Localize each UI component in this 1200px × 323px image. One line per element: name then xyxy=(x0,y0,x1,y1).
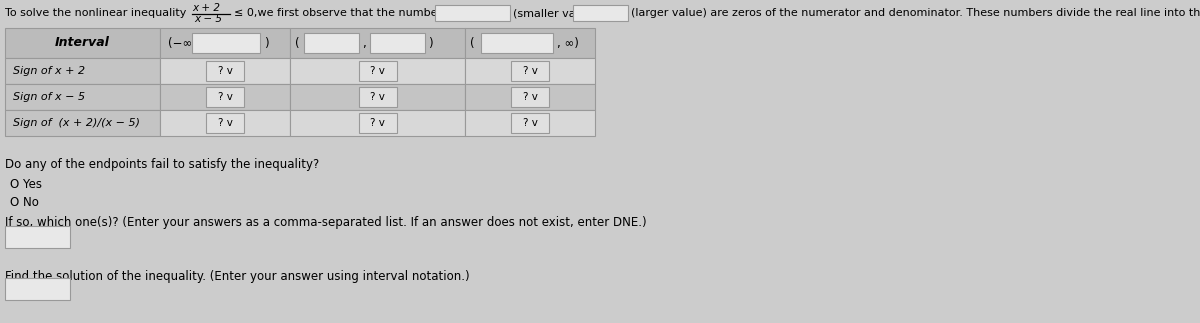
Text: ? v: ? v xyxy=(370,92,385,102)
Bar xyxy=(160,58,290,84)
Bar xyxy=(290,84,466,110)
Text: ? v: ? v xyxy=(217,92,233,102)
Text: (smaller value) and: (smaller value) and xyxy=(514,8,622,18)
Bar xyxy=(192,33,260,53)
Text: (−∞,: (−∞, xyxy=(168,36,196,49)
Bar xyxy=(290,110,466,136)
Text: (: ( xyxy=(470,36,475,49)
Bar xyxy=(160,110,290,136)
Bar xyxy=(359,87,396,107)
Bar xyxy=(466,28,595,58)
Bar xyxy=(359,61,396,81)
Text: , ∞): , ∞) xyxy=(557,36,578,49)
Bar xyxy=(436,5,510,21)
Text: ? v: ? v xyxy=(522,66,538,76)
Bar xyxy=(5,278,70,300)
Text: x − 5: x − 5 xyxy=(194,14,222,24)
Text: (larger value) are zeros of the numerator and denominator. These numbers divide : (larger value) are zeros of the numerato… xyxy=(631,8,1200,18)
Text: Interval: Interval xyxy=(55,36,110,49)
Bar xyxy=(206,113,244,133)
Text: ? v: ? v xyxy=(522,118,538,128)
Text: ): ) xyxy=(428,36,433,49)
Bar xyxy=(5,110,160,136)
Bar xyxy=(359,113,396,133)
Bar xyxy=(206,61,244,81)
Bar xyxy=(5,28,160,58)
Text: If so, which one(s)? (Enter your answers as a comma-separated list. If an answer: If so, which one(s)? (Enter your answers… xyxy=(5,216,647,229)
Text: ? v: ? v xyxy=(217,118,233,128)
Text: Sign of x − 5: Sign of x − 5 xyxy=(13,92,85,102)
Text: To solve the nonlinear inequality: To solve the nonlinear inequality xyxy=(5,8,186,18)
Bar xyxy=(511,87,550,107)
Bar xyxy=(290,28,466,58)
Text: Do any of the endpoints fail to satisfy the inequality?: Do any of the endpoints fail to satisfy … xyxy=(5,158,319,171)
Text: we first observe that the numbers: we first observe that the numbers xyxy=(254,8,448,18)
Text: ? v: ? v xyxy=(522,92,538,102)
Bar xyxy=(5,84,160,110)
Bar xyxy=(481,33,553,53)
Bar xyxy=(5,226,70,248)
Bar xyxy=(511,113,550,133)
Bar xyxy=(304,33,359,53)
Text: Sign of  (x + 2)/(x − 5): Sign of (x + 2)/(x − 5) xyxy=(13,118,140,128)
Text: ? v: ? v xyxy=(370,66,385,76)
Text: Find the solution of the inequality. (Enter your answer using interval notation.: Find the solution of the inequality. (En… xyxy=(5,270,469,283)
Text: ): ) xyxy=(264,36,269,49)
Bar xyxy=(466,58,595,84)
Text: ? v: ? v xyxy=(370,118,385,128)
Text: ,: , xyxy=(362,36,366,49)
Bar xyxy=(160,84,290,110)
Bar xyxy=(511,61,550,81)
Bar xyxy=(466,84,595,110)
Bar xyxy=(574,5,628,21)
Bar xyxy=(290,58,466,84)
Text: x + 2: x + 2 xyxy=(192,3,220,13)
Text: Sign of x + 2: Sign of x + 2 xyxy=(13,66,85,76)
Bar xyxy=(206,87,244,107)
Text: (: ( xyxy=(295,36,300,49)
Text: ? v: ? v xyxy=(217,66,233,76)
Bar xyxy=(0,0,1200,28)
Text: O No: O No xyxy=(10,196,38,209)
Bar xyxy=(466,110,595,136)
Bar xyxy=(5,58,160,84)
Bar xyxy=(370,33,425,53)
Bar xyxy=(160,28,290,58)
Text: ≤ 0,: ≤ 0, xyxy=(234,8,257,18)
Text: O Yes: O Yes xyxy=(10,178,42,191)
